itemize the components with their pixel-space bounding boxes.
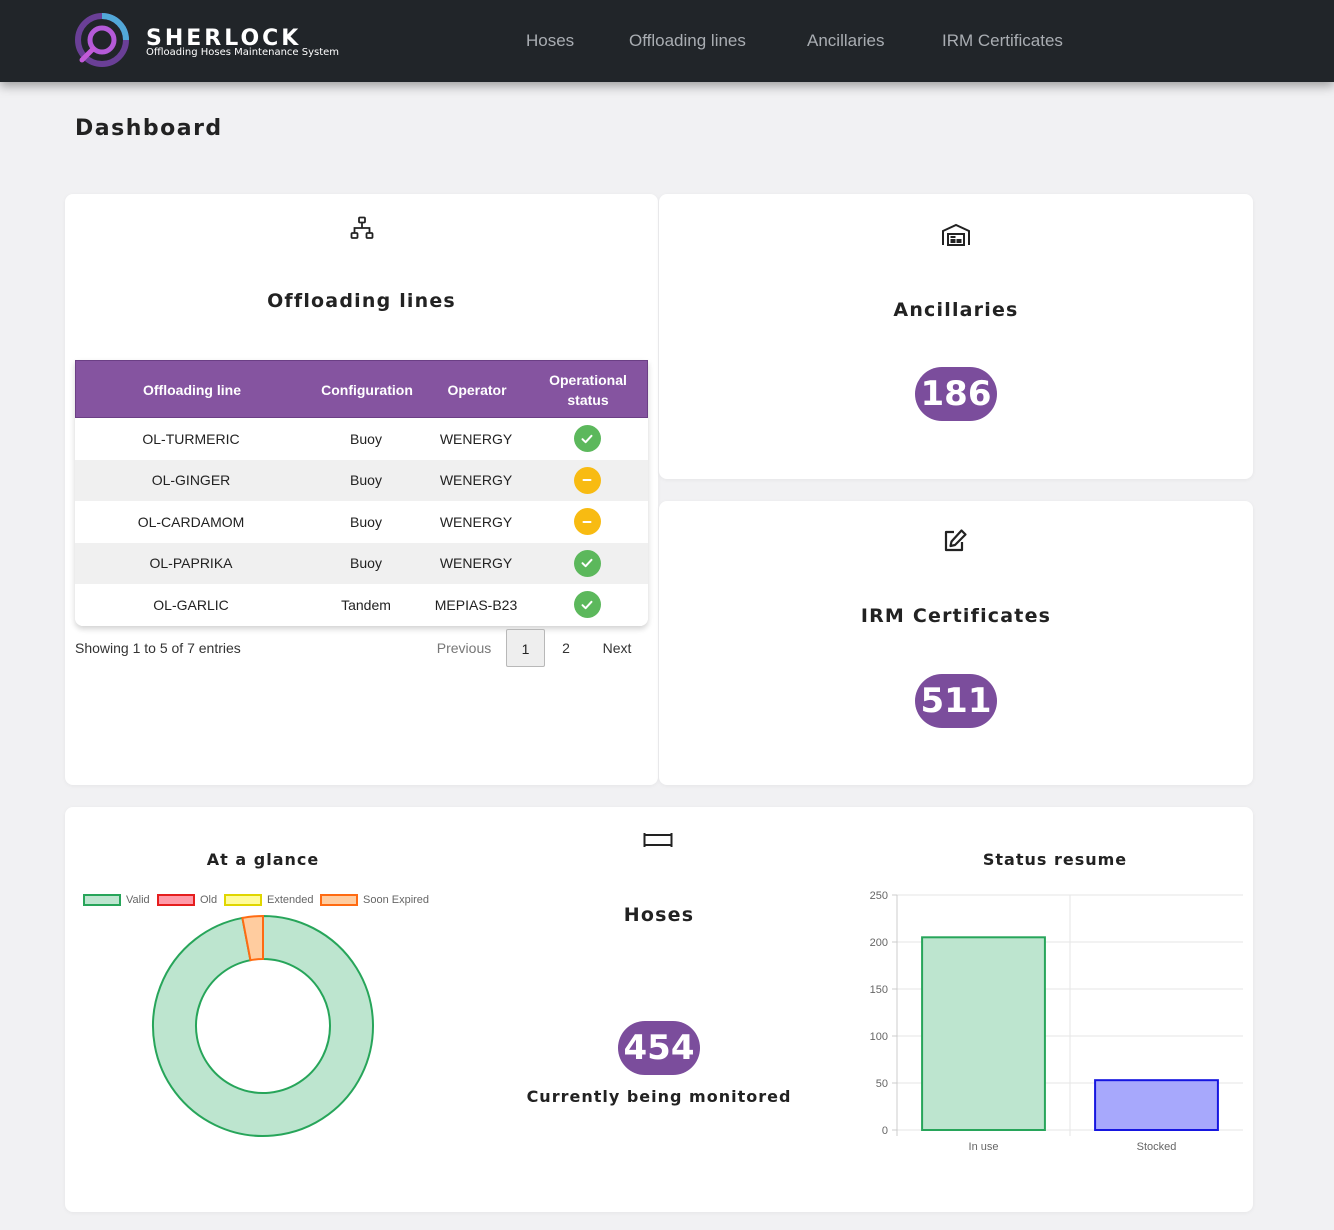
brand-subtitle: Offloading Hoses Maintenance System [146, 47, 340, 58]
cell-operator: WENERGY [439, 513, 513, 530]
at-a-glance-donut-chart [152, 914, 374, 1137]
cell-line: OL-GARLIC [153, 596, 229, 613]
legend-item[interactable]: Old [157, 894, 217, 906]
donut-slice-soon-expired[interactable] [241, 914, 264, 962]
navbar: SHERLOCK Offloading Hoses Maintenance Sy… [0, 0, 1334, 82]
hoses-count-badge[interactable]: 454 [618, 1021, 700, 1075]
nav-irm-certificates[interactable]: IRM Certificates [942, 31, 1063, 50]
column-header-operator[interactable]: Operator [447, 382, 507, 398]
x-tick-label: Stocked [1137, 1141, 1177, 1153]
irm-certificates-count-badge: 511 [915, 674, 997, 728]
hoses-caption: Currently being monitored [526, 1087, 792, 1106]
cell-line: OL-TURMERIC [142, 430, 240, 447]
status-resume-title: Status resume [982, 850, 1128, 869]
cell-configuration: Buoy [350, 513, 382, 530]
cell-operator: MEPIAS-B23 [434, 596, 518, 613]
table-row[interactable]: OL-TURMERIC Buoy WENERGY [75, 418, 648, 460]
y-tick-label: 150 [870, 984, 888, 996]
legend-swatch [83, 894, 121, 906]
table-header: Offloading line Configuration Operator O… [75, 360, 648, 418]
at-a-glance-title: At a glance [206, 850, 320, 869]
cell-operator: WENERGY [439, 430, 513, 447]
cell-status [539, 418, 635, 460]
cell-line: OL-PAPRIKA [149, 555, 233, 572]
table-row[interactable]: OL-PAPRIKA Buoy WENERGY [75, 542, 648, 585]
legend-swatch [157, 894, 195, 906]
cell-configuration: Buoy [350, 555, 382, 572]
column-header-offloading-line[interactable]: Offloading line [143, 382, 241, 398]
y-tick-label: 250 [870, 890, 888, 902]
legend-label: Old [200, 894, 218, 906]
y-tick-label: 100 [870, 1031, 888, 1043]
cell-configuration: Buoy [350, 472, 382, 489]
legend-swatch [320, 894, 358, 906]
donut-slice-valid[interactable] [152, 914, 374, 1137]
status-warning-icon [573, 508, 601, 536]
cell-line: OL-CARDAMOM [137, 513, 245, 530]
nav-ancillaries[interactable]: Ancillaries [807, 31, 885, 50]
nav-offloading-lines[interactable]: Offloading lines [629, 31, 746, 50]
pagination-previous[interactable]: Previous [436, 640, 492, 656]
offloading-lines-card: Offloading lines Offloading line Configu… [65, 194, 658, 785]
status-resume-bar-chart: 250 200 150 100 50 0 In use Stocked [870, 890, 1243, 1153]
status-warning-icon [573, 466, 601, 494]
table-row[interactable]: OL-GARLIC Tandem MEPIAS-B23 [75, 584, 648, 626]
nav-hoses[interactable]: Hoses [526, 31, 575, 50]
pagination-page-1[interactable]: 1 [506, 629, 545, 667]
legend-label: Valid [126, 894, 150, 906]
cell-status [539, 543, 635, 585]
sherlock-logo-icon [75, 13, 129, 67]
y-tick-label: 200 [870, 937, 888, 949]
legend-label: Extended [267, 894, 314, 906]
legend-item[interactable]: Extended [224, 894, 313, 906]
table-row[interactable]: OL-GINGER Buoy WENERGY [75, 459, 648, 502]
offloading-lines-title: Offloading lines [267, 290, 456, 312]
sitemap-icon [350, 216, 374, 239]
cell-status [539, 501, 635, 543]
ancillaries-count-badge: 186 [915, 367, 997, 421]
y-tick-label: 50 [876, 1078, 888, 1090]
hoses-title: Hoses [623, 904, 695, 926]
cell-configuration: Buoy [350, 430, 382, 447]
cell-operator: WENERGY [439, 472, 513, 489]
pagination-page-2[interactable]: 2 [562, 640, 570, 656]
status-ok-icon [573, 549, 601, 577]
page-title: Dashboard [75, 116, 223, 141]
legend-label: Soon Expired [363, 894, 430, 906]
table-info: Showing 1 to 5 of 7 entries [75, 640, 241, 656]
ancillaries-title: Ancillaries [893, 299, 1019, 321]
cell-configuration: Tandem [341, 596, 391, 613]
column-header-operational-status[interactable]: Operational status [549, 372, 627, 408]
status-ok-icon [573, 591, 601, 619]
irm-certificates-card[interactable]: IRM Certificates 511 [659, 501, 1253, 785]
brand[interactable]: SHERLOCK Offloading Hoses Maintenance Sy… [74, 12, 354, 70]
hose-icon [643, 833, 673, 847]
warehouse-icon [942, 223, 970, 246]
y-tick-label: 0 [882, 1125, 888, 1137]
legend-swatch [224, 894, 262, 906]
status-ok-icon [573, 425, 601, 453]
table-row[interactable]: OL-CARDAMOM Buoy WENERGY [75, 501, 648, 543]
edit-icon [944, 529, 967, 552]
ancillaries-card[interactable]: Ancillaries 186 [659, 194, 1253, 479]
hoses-overview-card: At a glance Valid Old Extended Soon Expired… [65, 807, 1253, 1212]
cell-operator: WENERGY [439, 555, 513, 572]
bar-stocked[interactable] [1094, 1079, 1219, 1131]
brand-name: SHERLOCK [146, 26, 302, 51]
cell-status [539, 584, 635, 626]
offloading-lines-table: Offloading line Configuration Operator O… [75, 360, 648, 626]
irm-certificates-title: IRM Certificates [860, 605, 1052, 627]
pagination-next[interactable]: Next [602, 640, 632, 656]
legend-item[interactable]: Soon Expired [320, 894, 429, 906]
x-tick-label: In use [969, 1141, 999, 1153]
cell-line: OL-GINGER [151, 472, 231, 489]
bar-in-use[interactable] [921, 936, 1046, 1131]
column-header-configuration[interactable]: Configuration [321, 382, 413, 398]
legend-item[interactable]: Valid [83, 894, 150, 906]
cell-status [539, 460, 635, 502]
